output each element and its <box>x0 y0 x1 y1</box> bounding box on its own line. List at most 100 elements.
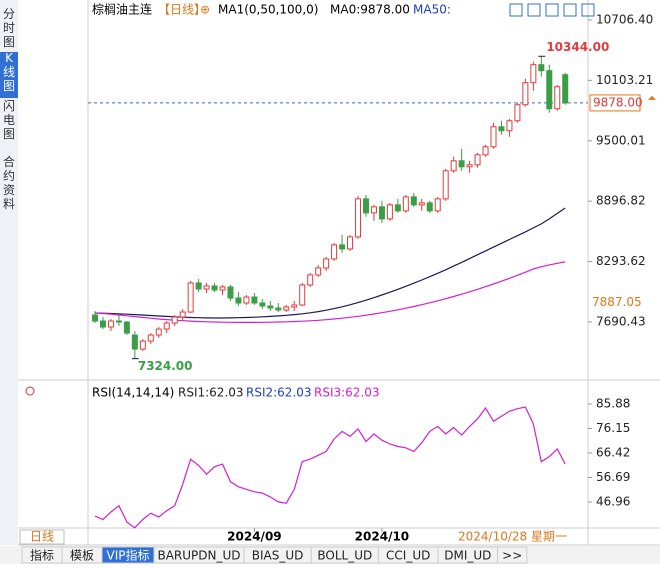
rsi-line <box>94 406 566 529</box>
rsi-label: RSI2:62.03 <box>246 386 312 400</box>
candle-body <box>251 296 258 304</box>
rsi-tick-label: 85.88 <box>596 397 630 411</box>
toolbar-tab-box[interactable] <box>497 546 528 564</box>
candle-body <box>458 160 465 168</box>
candle-body <box>211 285 218 291</box>
icon[interactable] <box>563 3 577 17</box>
candle-body <box>402 196 409 212</box>
toolbar-tab[interactable]: VIP指标 <box>107 548 150 563</box>
candle-body <box>482 146 489 156</box>
candle-body <box>347 236 354 250</box>
rsi-tick-label: 66.42 <box>596 446 630 460</box>
y-tick-label: 9500.01 <box>596 133 646 147</box>
toolbar-tab[interactable]: BARUPDN_UD <box>157 549 240 563</box>
icon[interactable] <box>527 3 541 17</box>
candle-body <box>187 282 194 313</box>
last-price-arrow <box>648 95 656 100</box>
candle-body <box>323 258 330 269</box>
level-marker-label: 7887.05 <box>592 295 642 309</box>
period-tab-box[interactable] <box>19 529 65 545</box>
y-tick-label: 8896.82 <box>596 194 646 208</box>
toolbar-tab[interactable]: DMI_UD <box>444 549 491 563</box>
candle-body <box>546 70 553 110</box>
candle-body <box>522 82 529 106</box>
candle-body <box>195 282 202 290</box>
last-price-box <box>589 94 641 112</box>
period-tab[interactable]: 日线 <box>30 530 54 544</box>
candle-body <box>442 170 449 200</box>
toolbar-tab[interactable]: >> <box>502 549 522 563</box>
candle-body <box>562 74 569 104</box>
candle-body <box>283 306 290 311</box>
sidebar-tab[interactable]: 合约资料 <box>3 154 15 211</box>
candle-body <box>339 244 346 250</box>
rsi-title: RSI(14,14,14) <box>92 386 174 400</box>
candle-body <box>219 286 226 291</box>
candle-body <box>203 285 210 290</box>
toolbar-tab[interactable]: BOLL_UD <box>317 549 372 563</box>
candle-body <box>450 160 457 172</box>
candle-body <box>418 202 425 206</box>
toolbar-tab[interactable]: 模板 <box>70 549 94 563</box>
sidebar-tab[interactable]: 分时图 <box>3 7 15 49</box>
candle-body <box>530 64 537 84</box>
y-tick-label: 7690.43 <box>596 314 646 328</box>
rsi-label: RSI3:62.03 <box>314 386 380 400</box>
candle-body <box>378 206 385 220</box>
toolbar-tab[interactable]: 指标 <box>30 548 54 563</box>
high-label: 10344.00 <box>546 40 609 54</box>
candle-body <box>386 204 393 220</box>
candle-body <box>355 198 362 238</box>
candle-body <box>307 274 314 286</box>
candle-body <box>131 334 138 350</box>
toolbar-tab[interactable]: BIAS_UD <box>252 549 304 563</box>
candle-body <box>506 120 513 132</box>
candle-body <box>227 286 234 299</box>
candle-body <box>299 284 306 306</box>
sidebar-tab[interactable]: 闪电图 <box>3 99 15 141</box>
candle-body <box>179 311 186 318</box>
y-tick-label: 10706.40 <box>596 12 653 26</box>
title: 棕榈油主连 <box>92 2 152 17</box>
candle-body <box>123 321 130 334</box>
period: 【日线】 <box>158 3 206 17</box>
candle-body <box>139 340 146 350</box>
cursor-date: 2024/10/28 星期一 <box>458 530 567 544</box>
candle-body <box>426 202 433 212</box>
icon[interactable] <box>545 3 559 17</box>
candle-body <box>107 320 114 328</box>
candle-body <box>331 244 338 260</box>
candle-body <box>514 104 521 122</box>
sidebar-active <box>0 52 18 98</box>
rsi-tick-label: 76.15 <box>596 421 630 435</box>
candle-body <box>259 302 266 307</box>
candle-body <box>434 198 441 212</box>
toolbar-tab[interactable]: CCI_UD <box>386 549 430 563</box>
candle-body <box>498 126 505 132</box>
candle-body <box>410 196 417 206</box>
candle-body <box>538 64 545 72</box>
candle-body <box>155 328 162 336</box>
add-icon[interactable]: ⊕ <box>200 3 210 17</box>
candle-body <box>315 267 322 276</box>
icon[interactable] <box>581 3 595 17</box>
candle-body <box>163 322 170 330</box>
candle-body <box>115 320 122 323</box>
candle-body <box>370 206 377 214</box>
candle-body <box>243 296 250 304</box>
y-tick-label: 10103.21 <box>596 73 653 87</box>
sidebar-tab[interactable]: K 线图 <box>3 51 15 93</box>
candle-body <box>474 154 481 166</box>
y-tick-label: 8293.62 <box>596 254 646 268</box>
candle-body <box>99 320 106 328</box>
candle-body <box>554 86 561 110</box>
candle-body <box>466 164 473 168</box>
sidebar <box>0 0 18 545</box>
rsi-label: RSI1:62.03 <box>178 386 244 400</box>
candle-body <box>394 204 401 212</box>
rsi-icon <box>25 386 35 396</box>
low-label: 7324.00 <box>138 359 193 373</box>
candle-body <box>275 307 282 311</box>
icon[interactable] <box>509 3 523 17</box>
